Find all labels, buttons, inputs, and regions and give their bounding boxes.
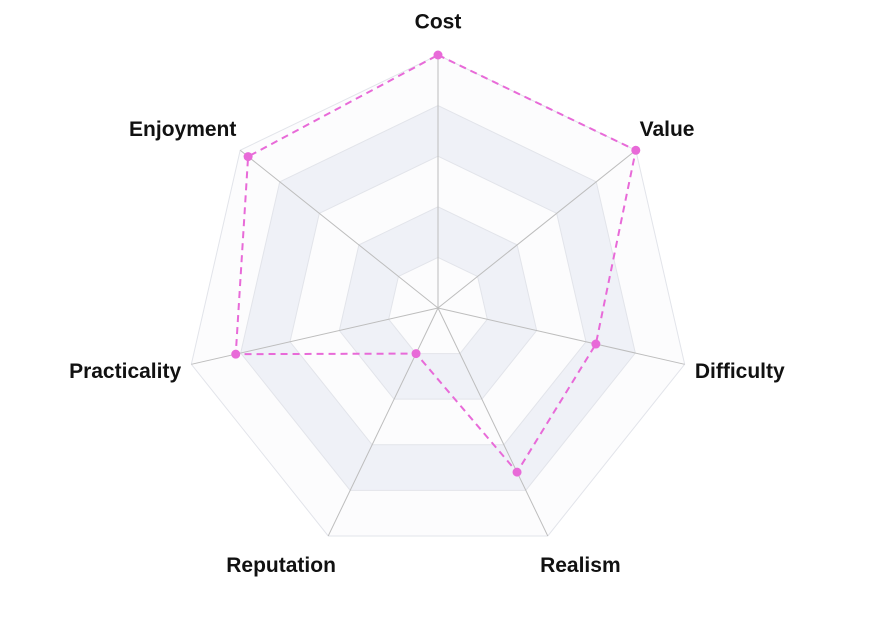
radar-series-line-0: [234, 53, 637, 474]
radar-spokes: [191, 55, 685, 537]
radar-axis-labels: Cost Value Difficulty Realism Reputation Prac…: [69, 11, 785, 578]
axis-label-realism: Realism: [540, 554, 621, 577]
axis-label-enjoyment: Enjoyment: [129, 118, 236, 141]
axis-label-difficulty: Difficulty: [695, 360, 785, 383]
radar-spoke-difficulty: [437, 307, 685, 365]
axis-label-reputation: Reputation: [226, 554, 336, 577]
radar-point-enjoyment: [243, 152, 253, 162]
radar-spoke-enjoyment: [239, 149, 439, 309]
axis-label-practicality: Practicality: [69, 360, 181, 383]
radar-point-cost: [433, 50, 443, 60]
radar-spoke-realism: [437, 307, 549, 537]
radar-point-reputation: [411, 349, 421, 359]
radar-series: [231, 50, 641, 477]
axis-label-value: Value: [640, 118, 695, 141]
radar-spoke-reputation: [327, 307, 439, 537]
radar-point-value: [631, 145, 641, 155]
radar-point-difficulty: [591, 339, 601, 349]
radar-point-practicality: [231, 349, 241, 359]
radar-spoke-value: [437, 149, 637, 309]
radar-point-realism: [512, 467, 522, 477]
axis-label-cost: Cost: [415, 11, 462, 34]
